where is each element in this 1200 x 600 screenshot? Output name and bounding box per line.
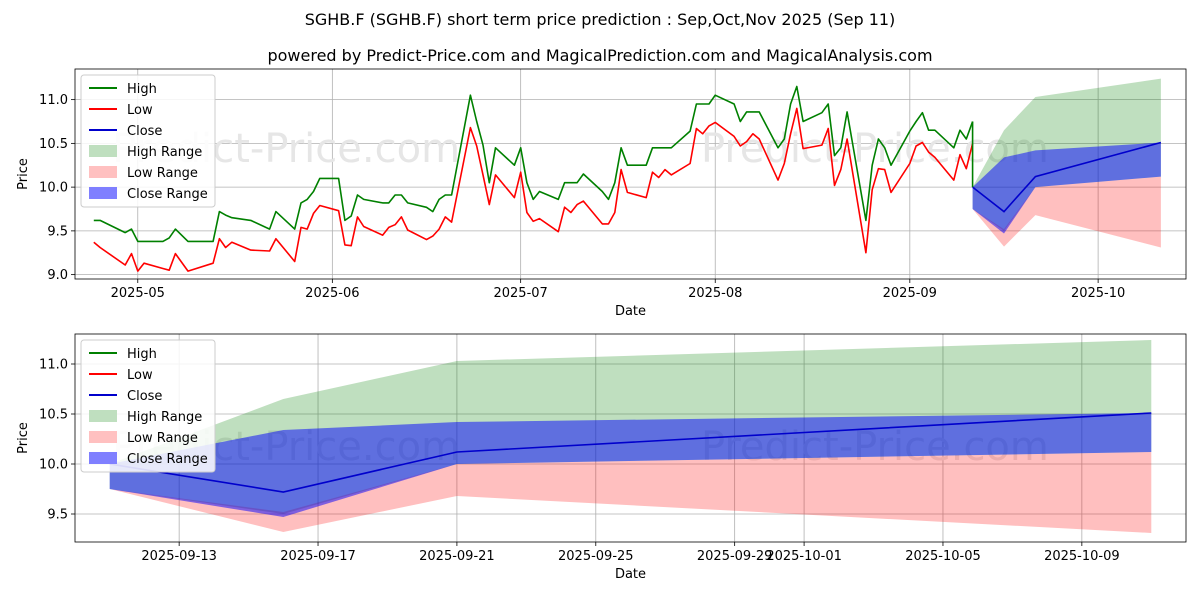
y-tick-label: 9.5: [47, 224, 68, 239]
low-line: [93, 107, 974, 272]
x-tick-label: 2025-10: [1071, 286, 1125, 301]
y-tick-label: 9.0: [47, 268, 68, 283]
chart-title: SGHB.F (SGHB.F) short term price predict…: [304, 10, 896, 29]
close-line: [972, 141, 1162, 213]
y-axis-label: Price: [16, 422, 31, 454]
legend-label: High: [127, 347, 157, 362]
x-tick-label: 2025-09-25: [558, 549, 634, 564]
x-tick-label: 2025-09-29: [697, 549, 773, 564]
x-tick-label: 2025-06: [305, 286, 359, 301]
x-tick-label: 2025-10-09: [1044, 549, 1120, 564]
y-axis-label: Price: [16, 158, 31, 190]
x-tick-label: 2025-09-21: [419, 549, 495, 564]
axes-frame: [74, 68, 1187, 280]
x-tick-label: 2025-07: [493, 286, 547, 301]
legend-label: Low: [127, 103, 153, 118]
x-axis-label: Date: [615, 567, 646, 582]
y-tick-label: 11.0: [39, 93, 68, 108]
watermark-text: Predict-Price.com: [701, 126, 1049, 172]
legend-label: High Range: [127, 410, 202, 425]
legend-label: Close: [127, 124, 162, 139]
legend: High Low Close High Range Low Range Close Ran…: [80, 74, 216, 208]
x-axis-label: Date: [615, 304, 646, 319]
close-range-area: [109, 413, 1152, 517]
x-tick-label: 2025-10-01: [766, 549, 842, 564]
legend-label: High: [127, 82, 157, 97]
y-tick-label: 11.0: [39, 358, 68, 373]
close-line: [109, 412, 1152, 493]
chart-panel-0: Predict-Price.com Predict-Price.com2025-0…: [16, 68, 1187, 319]
y-tick-label: 10.0: [39, 458, 68, 473]
x-tick-label: 2025-10-05: [905, 549, 981, 564]
legend: High Low Close High Range Low Range Close Ran…: [80, 339, 216, 473]
x-tick-label: 2025-09-13: [141, 549, 217, 564]
legend-label: Close Range: [127, 187, 208, 202]
y-tick-label: 10.0: [39, 181, 68, 196]
legend-label: Close Range: [127, 452, 208, 467]
legend-swatch-patch: [89, 145, 117, 157]
chart-subtitle: powered by Predict-Price.com and Magical…: [267, 46, 933, 65]
legend-swatch-patch: [89, 452, 117, 464]
legend-swatch-patch: [89, 187, 117, 199]
legend-label: Low: [127, 368, 153, 383]
y-tick-label: 10.5: [39, 408, 68, 423]
low-range-area: [972, 176, 1161, 248]
chart-panel-1: Predict-Price.comPredict-Price.com2025-0…: [16, 333, 1187, 582]
high-line: [93, 85, 974, 243]
axes-frame: [74, 333, 1187, 543]
legend-swatch-patch: [89, 410, 117, 422]
x-tick-label: 2025-09-17: [280, 549, 356, 564]
legend-label: Close: [127, 389, 162, 404]
x-tick-label: 2025-05: [111, 286, 165, 301]
legend-label: Low Range: [127, 431, 198, 446]
y-tick-label: 9.5: [47, 508, 68, 523]
x-tick-label: 2025-08: [688, 286, 742, 301]
low-range-area: [109, 452, 1152, 533]
legend-label: Low Range: [127, 166, 198, 181]
legend-swatch-patch: [89, 431, 117, 443]
y-tick-label: 10.5: [39, 137, 68, 152]
x-tick-label: 2025-09: [883, 286, 937, 301]
legend-swatch-patch: [89, 166, 117, 178]
close-range-area: [972, 142, 1161, 234]
legend-label: High Range: [127, 145, 202, 160]
